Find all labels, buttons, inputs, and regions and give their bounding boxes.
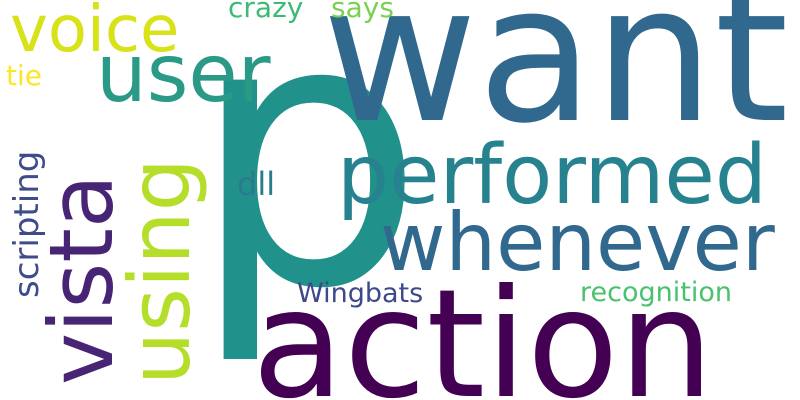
word-dll: dll bbox=[237, 165, 276, 203]
word-recognition: recognition bbox=[580, 277, 732, 308]
word-scripting: scripting bbox=[7, 150, 47, 298]
word-action: action bbox=[252, 258, 714, 400]
word-performed: performed bbox=[337, 128, 767, 223]
word-says: says bbox=[331, 0, 394, 24]
word-whenever: whenever bbox=[380, 196, 775, 289]
word-want: want bbox=[322, 0, 789, 165]
word-p: p bbox=[190, 0, 425, 370]
word-crazy: crazy bbox=[228, 0, 304, 24]
word-tie: tie bbox=[6, 59, 42, 92]
word-voice: voice bbox=[10, 0, 180, 67]
word-using: using bbox=[111, 158, 209, 385]
word-user: user bbox=[96, 27, 271, 120]
word-wingbats: Wingbats bbox=[297, 278, 424, 309]
